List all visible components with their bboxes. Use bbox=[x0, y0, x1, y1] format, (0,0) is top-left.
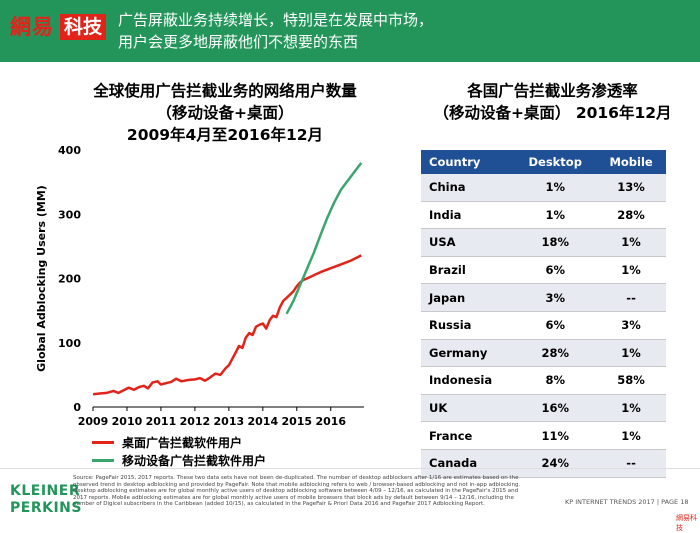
kleiner-perkins-logo: KLEINER PERKINS bbox=[10, 483, 82, 517]
table-title-line-2: （移动设备+桌面） 2016年12月 bbox=[433, 104, 672, 122]
table-cell-mobile: 1% bbox=[596, 421, 666, 450]
y-tick-label: 100 bbox=[58, 337, 81, 350]
table-cell-country: Brazil bbox=[421, 256, 515, 285]
column-header-mobile: Mobile bbox=[596, 150, 666, 174]
y-tick-label: 300 bbox=[58, 208, 81, 221]
table-cell-desktop: 11% bbox=[514, 421, 597, 450]
table-row: Brazil 6% 1% bbox=[421, 256, 666, 285]
headline-line-1: 广告屏蔽业务持续增长，特别是在发展中市场， bbox=[118, 11, 434, 29]
table-cell-country: UK bbox=[421, 394, 515, 423]
table-cell-country: France bbox=[421, 421, 515, 450]
brand-line-2: PERKINS bbox=[10, 500, 82, 516]
y-axis-label: Global Adblocking Users (MM) bbox=[35, 185, 48, 372]
table-cell-mobile: 1% bbox=[596, 256, 666, 285]
table-row: Canada 24% -- bbox=[421, 449, 666, 478]
table-cell-mobile: 58% bbox=[596, 366, 666, 395]
x-tick-label: 2011 bbox=[146, 415, 177, 428]
netease-tech-logo: 網易 科技 bbox=[10, 14, 107, 40]
table-row: UK 16% 1% bbox=[421, 394, 666, 423]
x-tick-label: 2012 bbox=[180, 415, 211, 428]
headline-line-2: 用户会更多地屏蔽他们不想要的东西 bbox=[118, 33, 359, 51]
table-cell-country: Japan bbox=[421, 283, 515, 312]
table-cell-country: Canada bbox=[421, 449, 515, 478]
table-cell-mobile: 28% bbox=[596, 201, 666, 230]
column-header-country: Country bbox=[421, 150, 515, 174]
legend-label-mobile: 移动设备广告拦截软件用户 bbox=[122, 454, 267, 468]
table-cell-country: China bbox=[421, 174, 515, 202]
table-row: Japan 3% -- bbox=[421, 283, 666, 312]
country-penetration-table: Country Desktop Mobile China 1% 13% India 1%… bbox=[421, 150, 666, 478]
table-cell-country: India bbox=[421, 201, 515, 230]
table-cell-mobile: 1% bbox=[596, 394, 666, 423]
legend-item-mobile: 移动设备广告拦截软件用户 bbox=[92, 452, 266, 469]
table-cell-mobile: 1% bbox=[596, 339, 666, 368]
table-cell-desktop: 18% bbox=[514, 228, 597, 257]
x-tick-label: 2010 bbox=[112, 415, 143, 428]
chart-title-line-3: 2009年4月至2016年12月 bbox=[126, 126, 324, 144]
table-cell-desktop: 1% bbox=[514, 201, 597, 230]
x-tick-label: 2016 bbox=[315, 415, 346, 428]
table-cell-mobile: -- bbox=[596, 449, 666, 478]
table-row: Germany 28% 1% bbox=[421, 339, 666, 368]
x-tick-label: 2014 bbox=[248, 415, 279, 428]
table-cell-mobile: 13% bbox=[596, 174, 666, 202]
y-tick-label: 400 bbox=[58, 144, 81, 157]
table-cell-country: Germany bbox=[421, 339, 515, 368]
logo-text-netease: 網易 bbox=[10, 14, 54, 39]
table-row: France 11% 1% bbox=[421, 421, 666, 450]
y-tick-label: 200 bbox=[58, 273, 81, 286]
table-row: India 1% 28% bbox=[421, 201, 666, 230]
table-cell-desktop: 28% bbox=[514, 339, 597, 368]
table-cell-mobile: 1% bbox=[596, 228, 666, 257]
x-tick-label: 2015 bbox=[281, 415, 312, 428]
x-tick-label: 2009 bbox=[78, 415, 109, 428]
table-cell-country: Indonesia bbox=[421, 366, 515, 395]
table-cell-mobile: 3% bbox=[596, 311, 666, 340]
table-cell-country: Russia bbox=[421, 311, 515, 340]
table-cell-desktop: 6% bbox=[514, 256, 597, 285]
logo-text-tech: 科技 bbox=[60, 14, 107, 40]
series-line-mobile bbox=[285, 162, 363, 315]
table-row: China 1% 13% bbox=[421, 174, 666, 202]
table-body: China 1% 13% India 1% 28% USA 18% 1% Brazil 6% 1% Ja… bbox=[421, 174, 666, 478]
column-header-desktop: Desktop bbox=[514, 150, 597, 174]
chart-title-line-2: （移动设备+桌面） bbox=[156, 104, 294, 122]
table-title-line-1: 各国广告拦截业务渗透率 bbox=[467, 82, 638, 100]
series-line-desktop bbox=[92, 254, 362, 396]
table-row: Indonesia 8% 58% bbox=[421, 366, 666, 395]
footer-divider bbox=[0, 468, 700, 469]
table-cell-desktop: 16% bbox=[514, 394, 597, 423]
table-header-row: Country Desktop Mobile bbox=[421, 150, 666, 174]
legend-item-desktop: 桌面广告拦截软件用户 bbox=[92, 434, 242, 451]
legend-swatch-mobile bbox=[92, 459, 114, 462]
table-cell-mobile: -- bbox=[596, 283, 666, 312]
y-tick-label: 0 bbox=[73, 401, 81, 414]
legend-swatch-desktop bbox=[92, 441, 114, 444]
header-bar: 網易 科技 广告屏蔽业务持续增长，特别是在发展中市场， 用户会更多地屏蔽他们不想… bbox=[0, 0, 700, 62]
table-row: USA 18% 1% bbox=[421, 228, 666, 257]
x-tick-label: 2013 bbox=[214, 415, 245, 428]
watermark: 網易科技 bbox=[676, 514, 697, 532]
chart-title-line-1: 全球使用广告拦截业务的网络用户数量 bbox=[93, 82, 357, 100]
source-note: Source: PageFair 2015, 2017 reports. The… bbox=[73, 475, 521, 508]
table-row: Russia 6% 3% bbox=[421, 311, 666, 340]
table-cell-desktop: 8% bbox=[514, 366, 597, 395]
table-cell-desktop: 3% bbox=[514, 283, 597, 312]
table-cell-desktop: 24% bbox=[514, 449, 597, 478]
table-cell-desktop: 6% bbox=[514, 311, 597, 340]
table-cell-country: USA bbox=[421, 228, 515, 257]
legend-label-desktop: 桌面广告拦截软件用户 bbox=[122, 436, 243, 450]
brand-line-1: KLEINER bbox=[10, 483, 81, 499]
table-cell-desktop: 1% bbox=[514, 174, 597, 202]
page-footer-label: KP INTERNET TRENDS 2017 | PAGE 18 bbox=[565, 498, 689, 506]
